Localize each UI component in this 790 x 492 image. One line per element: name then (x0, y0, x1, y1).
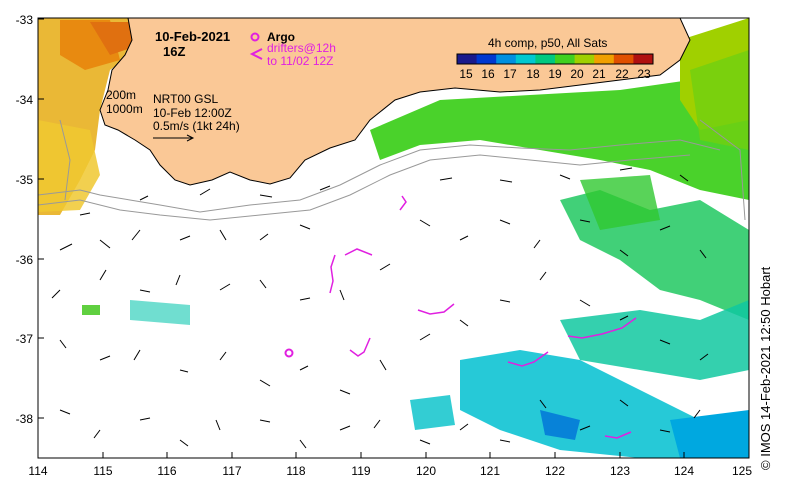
x-tick-label: 114 (28, 464, 47, 478)
credit-text: IMOS 14-Feb-2021 12:50 Hobart (758, 266, 773, 457)
colorbar-swatch (476, 54, 497, 64)
colorbar-swatch (574, 54, 595, 64)
copyright-symbol: © (758, 460, 773, 470)
argo-label: Argo (267, 30, 295, 44)
colorbar-title: 4h comp, p50, All Sats (488, 36, 607, 50)
drifters-label: drifters@12h (267, 41, 336, 55)
drifter-legend-icon (249, 48, 263, 60)
colorbar-tick-label: 21 (592, 67, 606, 81)
credit-line: © IMOS 14-Feb-2021 12:50 Hobart (758, 267, 773, 470)
x-tick-label: 115 (93, 464, 112, 478)
x-tick-label: 116 (157, 464, 176, 478)
sst-field (38, 18, 749, 458)
drifters-period-label: to 11/02 12Z (267, 54, 334, 68)
x-axis: 114 115 116 117 118 119 120 121 122 123 … (28, 452, 752, 478)
plot-frame (37, 17, 750, 459)
y-tick-label: -33 (16, 13, 34, 27)
colorbar-swatch (633, 54, 654, 64)
drifter-tracks (329, 195, 637, 439)
colorbar-frame (456, 53, 654, 65)
y-tick-label: -34 (16, 93, 34, 107)
x-tick-label: 125 (732, 464, 752, 478)
current-scale-arrow (153, 134, 195, 142)
x-tick-label: 120 (416, 464, 436, 478)
colorbar-tick-label: 17 (503, 67, 517, 81)
current-vectors (51, 167, 709, 449)
map-date: 10-Feb-2021 (155, 29, 230, 44)
feature-legend: Argo drifters@12h to 11/02 12Z (249, 30, 336, 68)
colorbar-tick-label: 15 (459, 67, 473, 81)
colorbar-swatch (496, 54, 517, 64)
isobath-label-200m: 200m (106, 88, 136, 102)
x-tick-label: 121 (480, 464, 500, 478)
colorbar-tick-label: 18 (526, 67, 540, 81)
y-tick-label: -37 (16, 332, 34, 346)
current-time: 10-Feb 12:00Z (153, 106, 232, 120)
x-tick-label: 118 (286, 464, 305, 478)
colorbar-tick-label: 20 (570, 67, 584, 81)
y-tick-label: -36 (16, 253, 34, 267)
colorbar-swatch (515, 54, 536, 64)
x-tick-label: 117 (222, 464, 241, 478)
x-tick-label: 123 (610, 464, 630, 478)
y-tick-label: -38 (16, 412, 34, 426)
current-scale-label: 0.5m/s (1kt 24h) (153, 119, 240, 133)
x-tick-label: 122 (545, 464, 565, 478)
y-tick-label: -35 (16, 173, 34, 187)
colorbar-swatch (457, 54, 478, 64)
colorbar-swatches (457, 54, 654, 64)
isobath-lines (38, 119, 746, 221)
x-tick-label: 119 (351, 464, 370, 478)
map-hour: 16Z (163, 44, 185, 59)
y-axis: -33 -34 -35 -36 -37 -38 (16, 13, 44, 426)
colorbar-tick-label: 19 (548, 67, 562, 81)
colorbar-tick-label: 22 (615, 67, 629, 81)
colorbar-tick-label: 23 (637, 67, 651, 81)
colorbar-swatch (555, 54, 576, 64)
current-source: NRT00 GSL (153, 92, 218, 106)
colorbar-tick-label: 16 (481, 67, 495, 81)
isobath-label-1000m: 1000m (106, 102, 143, 116)
x-tick-label: 124 (674, 464, 694, 478)
argo-legend-icon (250, 32, 260, 42)
argo-float-marker (284, 348, 294, 358)
sst-colorbar: 4h comp, p50, All Sats 15 16 17 18 19 20… (456, 36, 654, 81)
colorbar-swatch (594, 54, 615, 64)
colorbar-swatch (613, 54, 634, 64)
colorbar-swatch (535, 54, 556, 64)
